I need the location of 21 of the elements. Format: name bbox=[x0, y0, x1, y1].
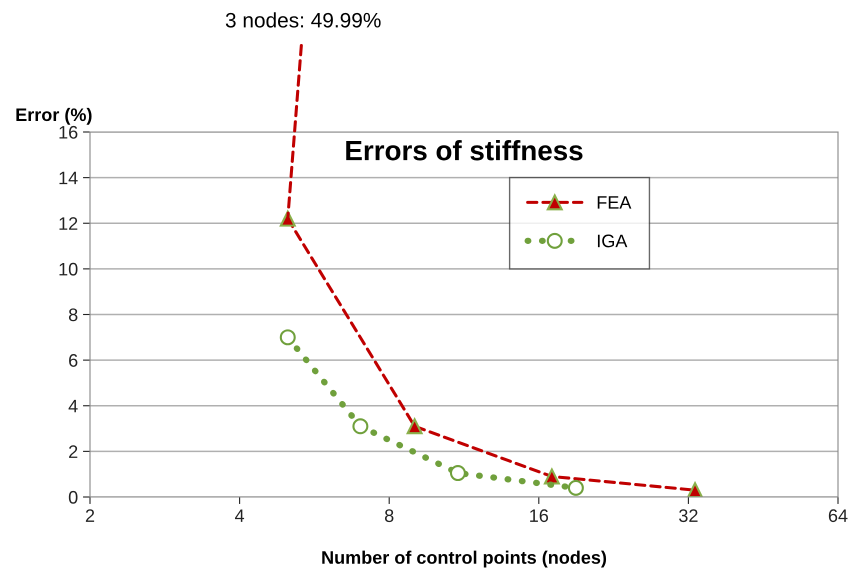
y-tick-label: 6 bbox=[69, 354, 78, 367]
y-tick-label: 4 bbox=[68, 400, 78, 412]
y-tick-label: 12 bbox=[59, 217, 78, 230]
x-tick-label: 4 bbox=[234, 509, 244, 522]
y-tick-label: 8 bbox=[68, 308, 78, 322]
legend-label: IGA bbox=[598, 234, 628, 248]
y-tick-label: 10 bbox=[59, 262, 78, 276]
x-tick-label: 32 bbox=[679, 509, 698, 522]
y-tick-label: 2 bbox=[69, 445, 78, 458]
chart-title: Errors of stiffness bbox=[346, 140, 582, 160]
x-tick-label: 2 bbox=[86, 509, 94, 522]
y-tick-label: 16 bbox=[59, 126, 78, 139]
annotation: 3 nodes: 49.99% bbox=[226, 12, 381, 28]
x-tick-label: 8 bbox=[384, 509, 394, 522]
y-tick-label: 14 bbox=[59, 172, 78, 184]
x-tick-label: 16 bbox=[530, 509, 548, 522]
y-axis-title: Error (%) bbox=[16, 108, 92, 125]
y-tick-label: 0 bbox=[68, 490, 78, 504]
legend-label: FEA bbox=[598, 196, 632, 209]
x-axis-title: Number of control points (nodes) bbox=[322, 550, 606, 568]
x-tick-label: 64 bbox=[828, 509, 848, 522]
